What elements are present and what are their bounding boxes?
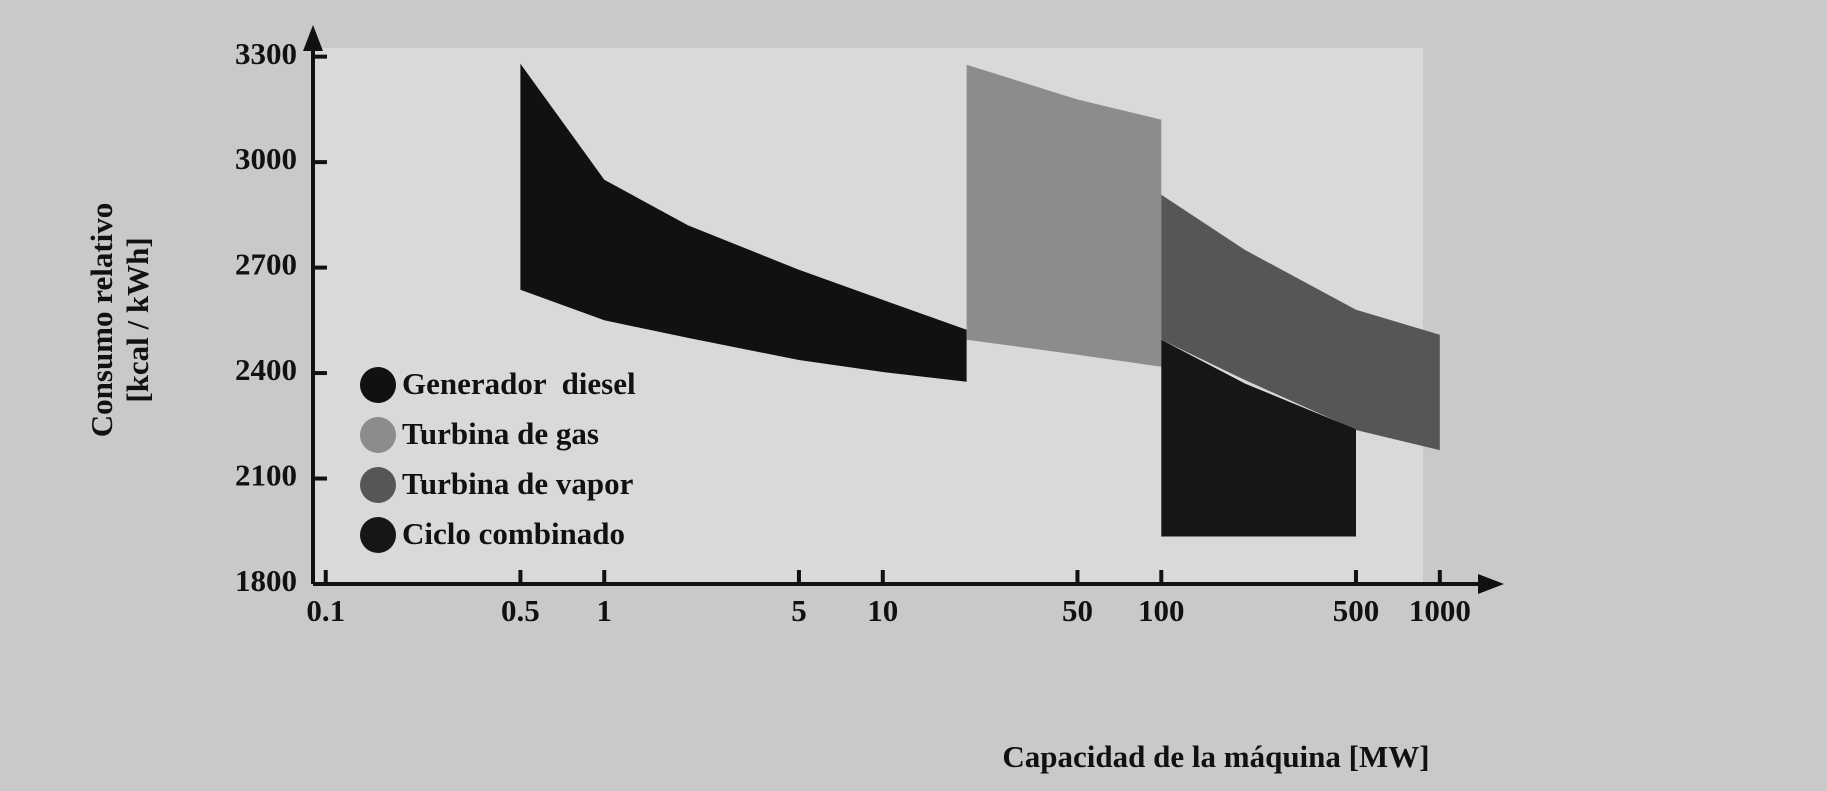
y-tick-label: 2400 — [235, 352, 297, 387]
x-tick-label: 1000 — [1409, 593, 1471, 628]
y-axis-arrow — [303, 25, 323, 51]
legend-swatch — [360, 367, 396, 403]
legend-label: Ciclo combinado — [402, 516, 625, 551]
band-area — [1161, 194, 1440, 451]
y-tick-label: 3300 — [235, 36, 297, 71]
x-tick-label: 100 — [1138, 593, 1185, 628]
y-axis-label: Consumo relativo — [84, 203, 119, 438]
band-area — [1161, 339, 1356, 537]
x-tick-label: 0.1 — [306, 593, 345, 628]
x-tick-label: 500 — [1333, 593, 1380, 628]
x-tick-label: 10 — [867, 593, 898, 628]
y-tick-label: 2700 — [235, 247, 297, 282]
y-tick-label: 3000 — [235, 141, 297, 176]
x-tick-label: 5 — [791, 593, 807, 628]
band-area — [520, 63, 967, 382]
x-axis-label: Capacidad de la máquina [MW] — [1002, 739, 1429, 774]
legend-swatch — [360, 467, 396, 503]
y-tick-label: 1800 — [235, 563, 297, 598]
y-axis-label: [kcal / kWh] — [120, 237, 155, 402]
legend-swatch — [360, 417, 396, 453]
x-axis-arrow — [1478, 574, 1504, 594]
y-tick-label: 2100 — [235, 458, 297, 493]
legend-swatch — [360, 517, 396, 553]
x-tick-label: 0.5 — [501, 593, 540, 628]
x-tick-label: 50 — [1062, 593, 1093, 628]
legend-label: Generador diesel — [402, 366, 636, 401]
band-area — [966, 64, 1162, 367]
legend-label: Turbina de vapor — [402, 466, 634, 501]
legend-label: Turbina de gas — [402, 416, 599, 451]
x-tick-label: 1 — [597, 593, 613, 628]
